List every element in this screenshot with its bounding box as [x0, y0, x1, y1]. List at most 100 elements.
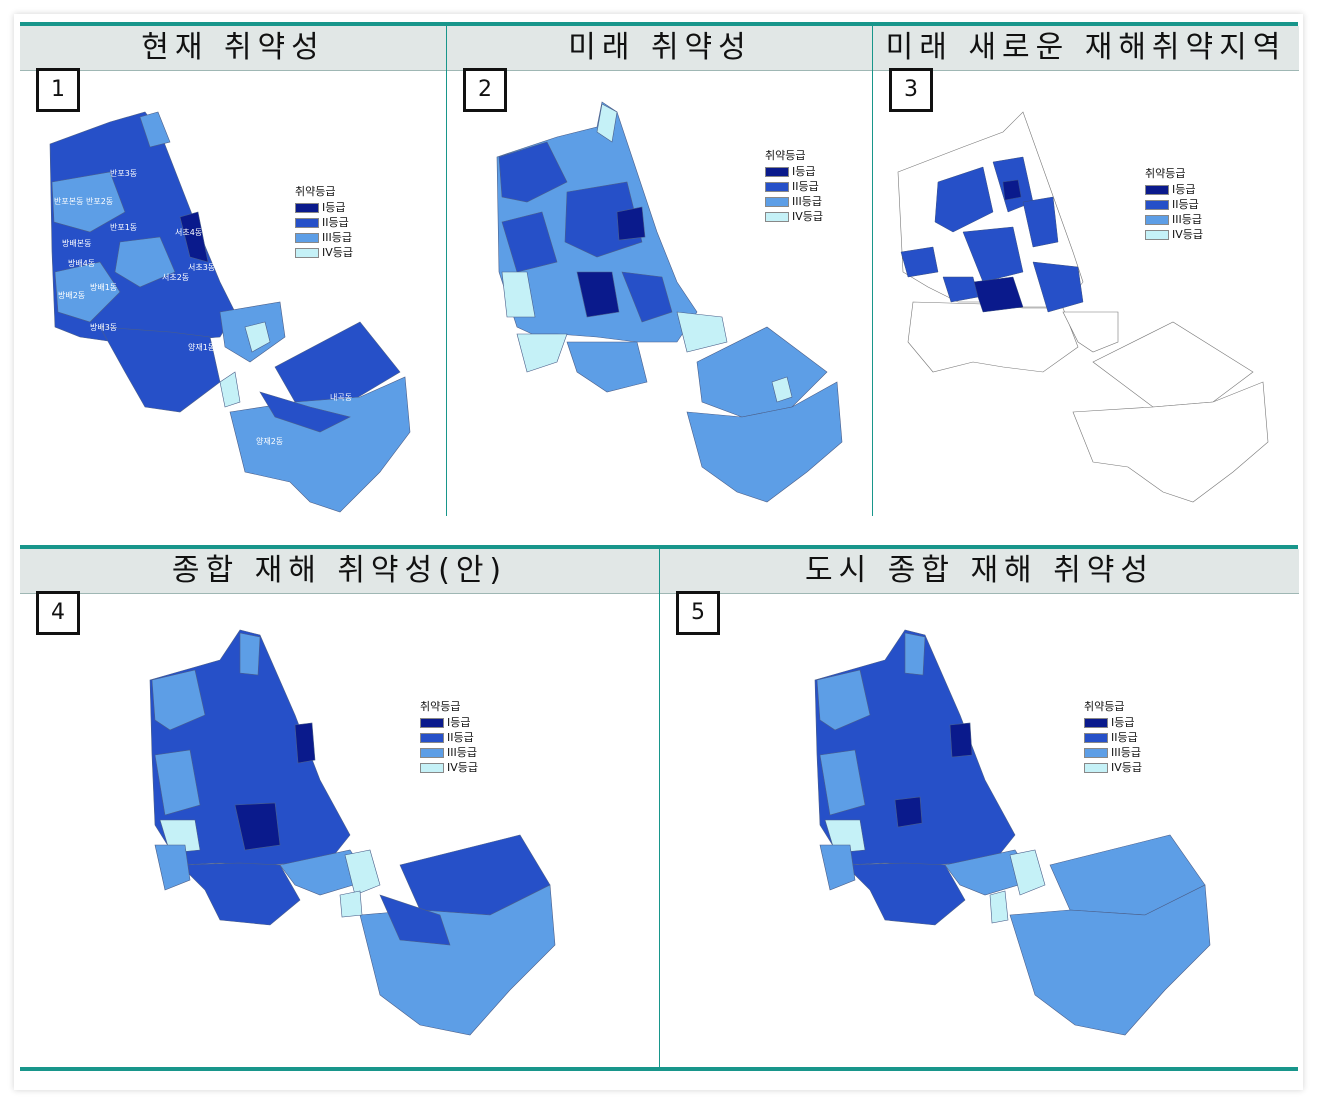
legend-label: IV등급: [447, 761, 479, 774]
legend-title: 취약등급: [765, 149, 806, 162]
district-map: [496, 101, 843, 503]
legend: 취약등급 I등급 II등급 III등급 IV등급: [1084, 699, 1142, 775]
legend-item: IV등급: [1145, 227, 1203, 242]
legend-swatch: [295, 247, 319, 258]
legend-title: 취약등급: [1084, 700, 1125, 713]
legend-item: III등급: [1084, 745, 1142, 760]
legend-item: I등급: [420, 715, 478, 730]
legend-label: II등급: [792, 180, 819, 193]
district-label: 서초2동: [162, 273, 190, 282]
legend-label: III등급: [1172, 213, 1202, 226]
legend-title: 취약등급: [420, 700, 461, 713]
legend-title: 취약등급: [1145, 167, 1186, 180]
district-label: 반포본동: [54, 197, 84, 206]
legend-label: II등급: [1172, 198, 1199, 211]
legend-label: II등급: [322, 216, 349, 229]
legend-label: IV등급: [322, 246, 354, 259]
legend-item: IV등급: [420, 760, 478, 775]
district-label: 방배본동: [62, 239, 92, 248]
panel-number-badge: 3: [889, 68, 933, 112]
district-map: [814, 629, 1211, 1036]
legend-label: III등급: [792, 195, 822, 208]
district-label: 서초3동: [188, 263, 216, 272]
legend-swatch: [420, 747, 444, 758]
district-map: [149, 629, 556, 1036]
legend: 취약등급 I등급 II등급 III등급 IV등급: [420, 699, 478, 775]
legend-item: III등급: [765, 194, 823, 209]
legend-item: II등급: [295, 215, 353, 230]
legend-item: IV등급: [765, 209, 823, 224]
district-map: [49, 111, 411, 513]
legend-label: IV등급: [1111, 761, 1143, 774]
top-divider-line: [20, 22, 1298, 26]
panel-title: 도시 종합 재해 취약성: [660, 549, 1299, 594]
legend-label: II등급: [1111, 731, 1138, 744]
map-area: 취약등급 I등급 II등급 III등급 IV등급: [873, 72, 1299, 516]
panel-future-vulnerability: 미래 취약성: [446, 26, 873, 516]
district-label: 양재2동: [256, 437, 284, 446]
district-label: 잠원동: [172, 151, 195, 160]
panel-title: 미래 새로운 재해취약지역: [873, 26, 1299, 71]
legend-item: I등급: [1084, 715, 1142, 730]
middle-divider-line: [20, 545, 1298, 549]
legend-swatch: [1084, 762, 1108, 773]
legend-item: II등급: [420, 730, 478, 745]
legend-swatch: [765, 211, 789, 222]
legend-title: 취약등급: [295, 185, 336, 198]
bottom-row: 종합 재해 취약성(안): [20, 545, 1299, 1071]
legend-item: II등급: [765, 179, 823, 194]
map-area: 취약등급 I등급 II등급 III등급 IV등급: [660, 595, 1299, 1067]
legend-item: I등급: [295, 200, 353, 215]
legend-item: I등급: [1145, 182, 1203, 197]
legend-swatch: [420, 732, 444, 743]
panel-number-badge: 1: [36, 68, 80, 112]
legend-item: III등급: [420, 745, 478, 760]
legend-item: IV등급: [295, 245, 353, 260]
district-label: 서초4동: [175, 228, 203, 237]
legend-label: I등급: [792, 165, 816, 178]
legend-swatch: [420, 762, 444, 773]
legend-item: III등급: [295, 230, 353, 245]
legend-item: I등급: [765, 164, 823, 179]
legend-swatch: [765, 166, 789, 177]
panel-title: 종합 재해 취약성(안): [20, 549, 659, 594]
legend-item: II등급: [1145, 197, 1203, 212]
legend-swatch: [295, 217, 319, 228]
legend-swatch: [1145, 229, 1169, 240]
legend-swatch: [765, 181, 789, 192]
district-label: 양재1동: [188, 343, 216, 352]
district-label: 방배2동: [58, 291, 86, 300]
legend-label: I등급: [1111, 716, 1135, 729]
legend-label: IV등급: [792, 210, 824, 223]
panel-title: 미래 취약성: [447, 26, 873, 71]
legend-swatch: [420, 717, 444, 728]
legend: 취약등급 I등급 II등급 III등급 IV등급: [1145, 166, 1203, 242]
legend-swatch: [295, 232, 319, 243]
legend-label: I등급: [322, 201, 346, 214]
legend: 취약등급 I등급 II등급 III등급 IV등급: [765, 148, 823, 224]
district-map: [897, 111, 1269, 503]
legend-item: III등급: [1145, 212, 1203, 227]
panel-future-new-disaster-areas: 미래 새로운 재해취약지역: [872, 26, 1299, 516]
legend: 취약등급 I등급 II등급 III등급 IV등급: [295, 184, 353, 260]
legend-item: II등급: [1084, 730, 1142, 745]
legend-label: I등급: [1172, 183, 1196, 196]
panel-urban-combined-disaster-vulnerability: 도시 종합 재해 취약성: [659, 549, 1299, 1067]
district-label: 반포3동: [110, 169, 138, 178]
legend-swatch: [1084, 717, 1108, 728]
map-area: 취약등급 I등급 II등급 III등급 IV등급: [447, 72, 873, 516]
panel-number-badge: 2: [463, 68, 507, 112]
map-area: 취약등급 I등급 II등급 III등급 IV등급: [20, 595, 659, 1067]
legend-swatch: [1084, 747, 1108, 758]
top-row: 현재 취약성 잠원동: [20, 22, 1299, 516]
district-label: 내곡동: [330, 393, 353, 402]
legend-swatch: [1145, 199, 1169, 210]
legend-label: III등급: [322, 231, 352, 244]
legend-swatch: [295, 202, 319, 213]
panel-title: 현재 취약성: [20, 26, 446, 71]
panel-current-vulnerability: 현재 취약성 잠원동: [20, 26, 446, 516]
legend-label: IV등급: [1172, 228, 1204, 241]
district-label: 방배1동: [90, 283, 118, 292]
district-label: 방배3동: [90, 323, 118, 332]
district-label: 반포1동: [110, 223, 138, 232]
